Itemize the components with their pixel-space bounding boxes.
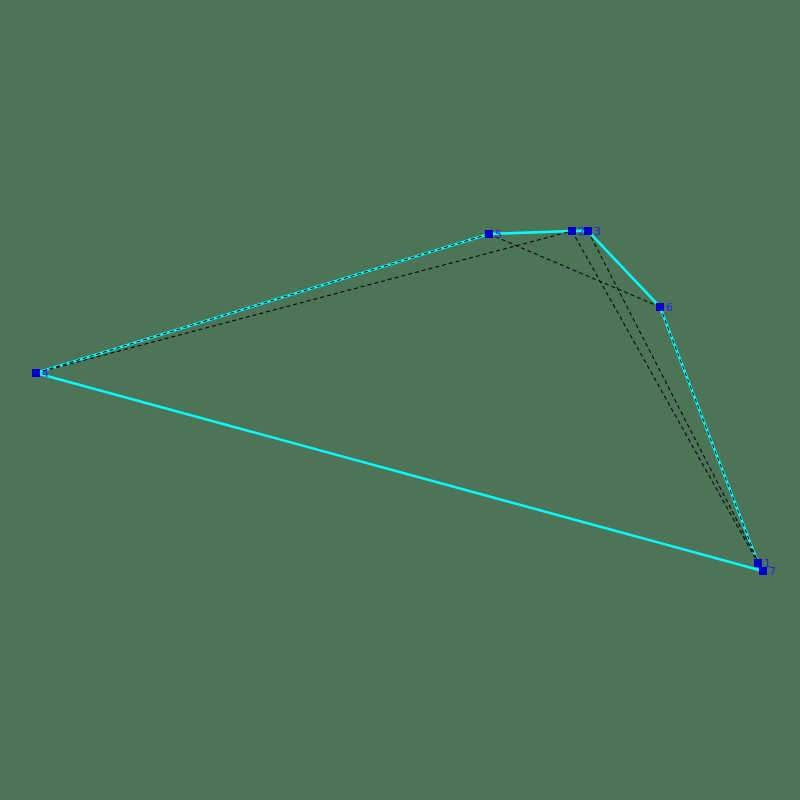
node-label-6: 6 — [666, 301, 673, 314]
node-square-3 — [584, 227, 592, 235]
node-label-5: 5 — [495, 228, 502, 241]
candidate-edge-6-1 — [659, 306, 759, 564]
candidate-edge-5-6 — [488, 233, 661, 308]
node-square-5 — [485, 230, 493, 238]
node-square-1 — [754, 559, 762, 567]
node-label-2: 2 — [578, 225, 585, 238]
node-square-7 — [759, 567, 767, 575]
node-label-1: 1 — [764, 557, 771, 570]
candidate-edge-4-2 — [35, 230, 573, 374]
candidate-edge-4-5 — [35, 233, 490, 374]
node-label-3: 3 — [594, 225, 601, 238]
node-square-4 — [32, 369, 40, 377]
candidate-edge-3-7 — [587, 230, 764, 572]
node-square-2 — [568, 227, 576, 235]
tour-edge-3-6 — [587, 230, 661, 308]
node-label-7: 7 — [769, 565, 776, 578]
tour-edge-5-2 — [488, 229, 573, 236]
candidate-edge-2-1 — [571, 230, 759, 564]
tour-edge-7-4 — [35, 371, 764, 573]
node-square-6 — [656, 303, 664, 311]
node-label-4: 4 — [42, 367, 49, 380]
